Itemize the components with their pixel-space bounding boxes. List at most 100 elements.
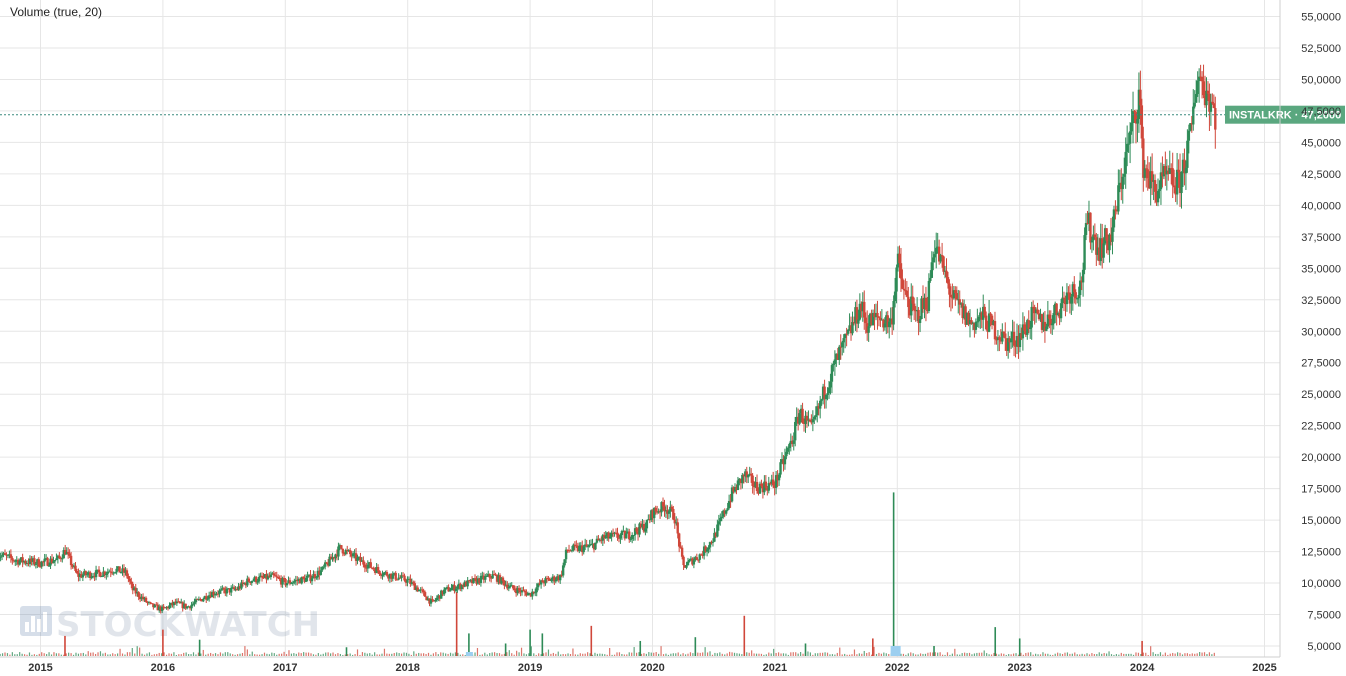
volume-bar: [564, 654, 567, 656]
volume-bar: [1000, 653, 1002, 656]
volume-bar: [1159, 652, 1162, 656]
candle-body: [1092, 234, 1095, 241]
candle-body: [121, 568, 124, 573]
candle-body: [633, 528, 637, 535]
candle-body: [0, 556, 2, 558]
candle-body: [435, 597, 439, 601]
candle-body: [1046, 314, 1050, 327]
volume-bar: [870, 654, 873, 656]
candle-body: [1068, 292, 1072, 304]
volume-bar: [90, 652, 92, 656]
candle-body: [456, 586, 459, 589]
candle-body: [896, 253, 900, 268]
candle-body: [971, 322, 975, 324]
y-tick-label: 40,0000: [1301, 200, 1341, 212]
volume-bar: [692, 653, 694, 656]
volume-bar: [129, 652, 131, 656]
volume-bar: [276, 654, 278, 656]
candle-body: [453, 584, 456, 591]
candle-body: [335, 554, 339, 557]
candle-body: [710, 542, 713, 544]
volume-bar: [604, 654, 606, 656]
volume-bar: [391, 653, 393, 656]
candle-body: [757, 491, 760, 494]
candle-body: [604, 536, 607, 539]
candle-body: [134, 587, 137, 594]
candle-body: [111, 572, 114, 574]
volume-bar: [234, 654, 236, 656]
candle-body: [1124, 151, 1127, 174]
volume-bar: [525, 654, 528, 656]
candle-body: [1146, 169, 1149, 179]
candle-body: [155, 604, 158, 606]
candle-body: [1004, 333, 1007, 339]
candle-body: [221, 588, 224, 590]
candle-body: [268, 575, 271, 578]
candle-body: [995, 339, 998, 341]
candle-body: [804, 415, 807, 424]
candle-body: [783, 456, 787, 465]
logo-icon: [20, 606, 52, 636]
volume-bar: [751, 650, 753, 656]
candle-body: [224, 589, 227, 594]
candle-body: [623, 530, 627, 539]
x-tick-label: 2016: [151, 662, 175, 674]
candle-body: [536, 583, 540, 588]
volume-bar: [1106, 653, 1108, 656]
candle-body: [509, 585, 512, 588]
candle-body: [1128, 131, 1132, 144]
volume-bar: [787, 654, 789, 656]
volume-bar: [457, 652, 459, 656]
candle-body: [582, 546, 585, 553]
candle-body: [116, 566, 120, 569]
candle-body: [359, 557, 362, 562]
candle-body: [810, 421, 813, 423]
volume-bar: [396, 652, 398, 656]
candle-body: [1078, 280, 1082, 296]
volume-bar: [1152, 652, 1154, 656]
volume-bar: [1189, 654, 1191, 656]
volume-bar: [1039, 654, 1042, 656]
candle-body: [628, 531, 631, 540]
candle-body: [77, 573, 80, 577]
candle-body: [33, 558, 36, 565]
candle-body: [1197, 76, 1201, 81]
volume-bar: [1162, 654, 1164, 656]
candle-body: [1184, 167, 1188, 174]
candle-body: [1202, 81, 1205, 96]
candle-body: [90, 576, 93, 578]
candle-body: [727, 500, 731, 509]
volume-bar: [530, 646, 532, 656]
candle-body: [66, 552, 70, 554]
candle-body: [413, 583, 416, 590]
y-tick-label: 45,0000: [1301, 137, 1341, 149]
candle-body: [915, 309, 919, 312]
candle-body: [973, 322, 976, 330]
candle-body: [513, 588, 516, 591]
candle-body: [1020, 333, 1023, 339]
candle-body: [39, 566, 42, 568]
volume-bar: [567, 653, 569, 656]
volume-bar: [1167, 654, 1169, 656]
volume-bar: [124, 654, 126, 656]
candle-body: [371, 567, 374, 569]
candle-body: [912, 303, 916, 311]
candle-body: [554, 579, 558, 582]
volume-bar: [1211, 654, 1213, 656]
candle-body: [30, 558, 33, 562]
candle-body: [1049, 318, 1052, 326]
volume-bar: [141, 653, 143, 656]
candle-body: [666, 510, 669, 514]
candle-body: [644, 528, 647, 532]
volume-bar: [555, 653, 557, 656]
volume-bar: [993, 652, 995, 656]
candle-body: [254, 576, 258, 583]
candle-body: [1064, 297, 1067, 305]
watermark-text: STOCKWATCH: [56, 605, 320, 645]
volume-bar: [1110, 654, 1113, 656]
volume-bar: [1145, 652, 1147, 656]
candle-body: [135, 592, 139, 594]
candle-body: [654, 507, 657, 512]
volume-bar: [459, 654, 461, 656]
